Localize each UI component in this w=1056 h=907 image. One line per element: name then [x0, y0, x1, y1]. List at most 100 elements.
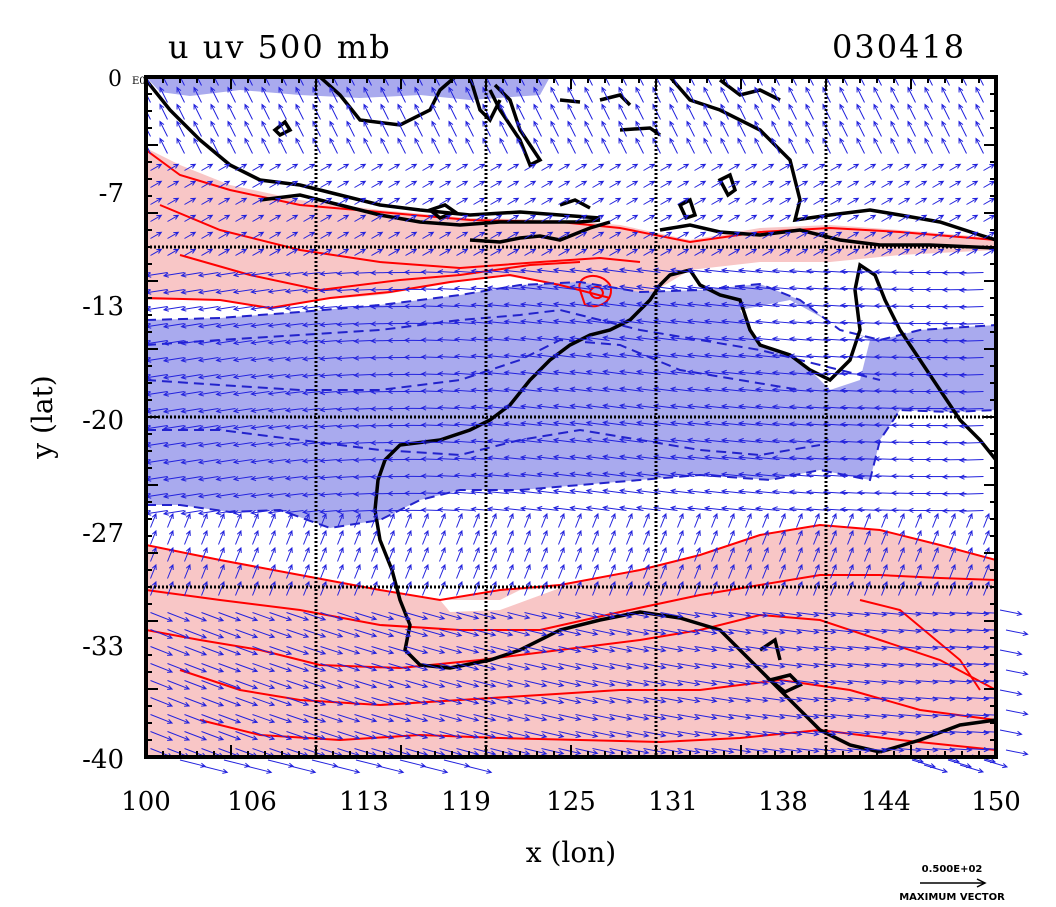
wind-vector — [354, 512, 361, 528]
wind-vector — [422, 697, 446, 706]
wind-vector — [519, 404, 542, 410]
wind-vector — [575, 163, 588, 171]
wind-vector — [167, 163, 180, 171]
wind-vector — [320, 646, 344, 655]
wind-vector — [507, 680, 531, 688]
wind-vector — [386, 286, 406, 293]
y-tick-label: -27 — [82, 519, 124, 549]
wind-vector — [592, 663, 616, 670]
wind-vector — [958, 389, 984, 395]
wind-vector — [333, 765, 361, 774]
wind-vector — [711, 163, 724, 171]
wind-vector — [218, 512, 225, 528]
wind-vector — [267, 492, 287, 498]
wind-vector — [184, 663, 208, 673]
wind-vector — [167, 697, 191, 707]
wind-vector — [626, 197, 639, 205]
wind-vector — [558, 629, 582, 637]
wind-vector — [422, 512, 429, 528]
wind-vector — [618, 267, 644, 273]
wind-vector — [167, 180, 180, 188]
wind-vector — [626, 580, 633, 596]
wind-vector — [609, 180, 622, 188]
wind-vector — [159, 137, 168, 154]
wind-vector — [507, 580, 514, 596]
wind-vector — [337, 248, 350, 256]
wind-vector — [592, 546, 599, 562]
wind-vector — [966, 563, 973, 579]
wind-vector — [584, 86, 593, 103]
wind-vector — [388, 714, 412, 723]
wind-vector — [754, 86, 763, 103]
wind-vector — [420, 371, 440, 377]
wind-vector — [388, 197, 401, 205]
wind-vector — [592, 646, 616, 653]
wind-vector — [162, 272, 185, 278]
wind-vector — [269, 231, 282, 239]
wind-vector — [533, 103, 542, 120]
wind-vector — [420, 388, 440, 394]
wind-vector — [336, 372, 355, 378]
wind-vector — [167, 197, 180, 205]
wind-vector — [728, 546, 735, 562]
wind-vector — [847, 214, 860, 222]
wind-vector — [873, 86, 882, 103]
wind-vector — [660, 612, 684, 619]
wind-vector — [403, 286, 423, 292]
wind-vector — [745, 180, 758, 188]
wind-vector — [180, 425, 202, 431]
wind-vector — [762, 563, 769, 579]
wind-vector — [839, 506, 865, 513]
wind-vector — [403, 320, 423, 326]
wind-vector — [162, 357, 185, 363]
wind-vector — [626, 748, 650, 755]
wind-vector — [575, 214, 588, 222]
wind-vector — [286, 731, 310, 740]
wind-vector — [337, 580, 344, 596]
wind-vector — [490, 163, 503, 171]
wind-vector — [193, 137, 202, 154]
wind-vector — [353, 338, 372, 344]
wind-vector — [507, 512, 514, 528]
wind-vector — [558, 163, 571, 171]
wind-vector — [779, 612, 803, 618]
wind-vector — [269, 646, 293, 656]
wind-vector — [301, 458, 321, 464]
wind-vector — [966, 163, 979, 171]
wind-vector — [439, 214, 452, 222]
wind-vector — [354, 248, 367, 256]
wind-vector — [524, 546, 531, 562]
wind-vector — [626, 731, 650, 738]
wind-vector — [232, 357, 253, 363]
wind-vector — [602, 352, 627, 358]
wind-vector — [337, 731, 361, 740]
wind-vector — [269, 180, 282, 188]
wind-vector — [552, 284, 576, 290]
wind-vector — [643, 248, 656, 256]
wind-vector — [267, 390, 287, 396]
wind-vector — [881, 180, 894, 188]
wind-vector — [456, 731, 480, 739]
wind-vector — [405, 663, 429, 672]
wind-vector — [677, 629, 701, 636]
wind-vector — [745, 546, 752, 562]
wind-vector — [193, 86, 202, 103]
wind-vector — [422, 714, 446, 723]
wind-vector — [762, 529, 769, 545]
wind-vector — [167, 629, 191, 639]
wind-vector — [284, 509, 304, 515]
wind-vector — [354, 580, 361, 596]
wind-vector — [643, 714, 667, 721]
wind-vector — [567, 86, 576, 103]
wind-vector — [232, 272, 253, 278]
wind-vector — [336, 355, 355, 361]
wind-vector — [150, 663, 174, 673]
wind-vector — [958, 355, 984, 361]
wind-vector — [779, 714, 803, 720]
wind-vector — [284, 373, 304, 379]
wind-vector — [371, 563, 378, 579]
wind-vector — [660, 563, 667, 579]
wind-vector — [215, 493, 236, 499]
wind-vector — [439, 248, 452, 256]
wind-vector — [439, 680, 463, 688]
